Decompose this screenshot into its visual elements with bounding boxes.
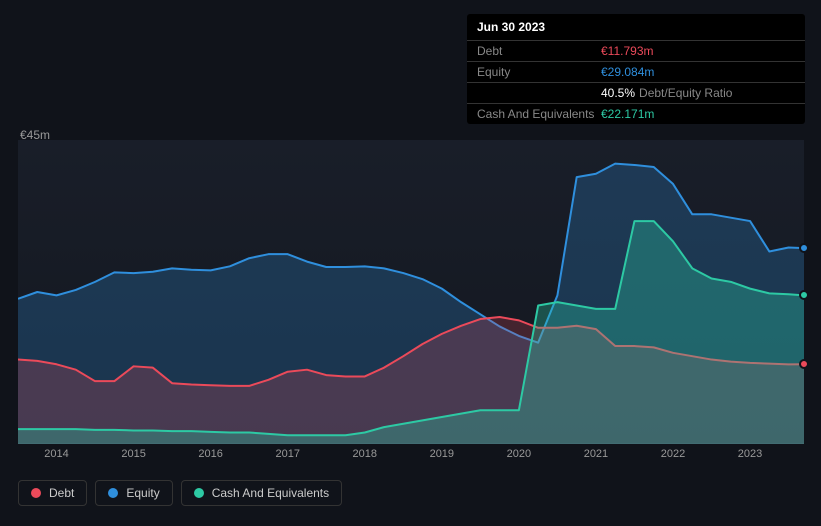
legend-label: Debt (49, 486, 74, 500)
tooltip-row-label: Cash And Equivalents (477, 107, 601, 121)
x-axis-tick: 2015 (121, 448, 145, 460)
x-axis-tick: 2022 (661, 448, 685, 460)
series-endpoint-dot (799, 359, 809, 369)
legend-label: Equity (126, 486, 159, 500)
chart-svg (18, 140, 804, 444)
tooltip-row: 40.5% Debt/Equity Ratio (467, 83, 805, 104)
tooltip-row: Debt€11.793m (467, 41, 805, 62)
tooltip-row-label: Debt (477, 44, 601, 58)
tooltip-row-value: €29.084m (601, 65, 654, 79)
x-axis-tick: 2018 (353, 448, 377, 460)
chart-plot-area[interactable] (18, 140, 804, 444)
x-axis: 2014 2015 2016 2017 2018 2019 2020 2021 2022 2023 (18, 448, 804, 464)
series-endpoint-dot (799, 290, 809, 300)
legend-label: Cash And Equivalents (212, 486, 329, 500)
legend-item[interactable]: Cash And Equivalents (181, 480, 342, 506)
tooltip-row: Equity€29.084m (467, 62, 805, 83)
series-endpoint-dot (799, 243, 809, 253)
tooltip-row: Cash And Equivalents€22.171m (467, 104, 805, 124)
tooltip-row-value: €11.793m (601, 44, 653, 58)
x-axis-tick: 2020 (507, 448, 531, 460)
x-axis-tick: 2014 (44, 448, 68, 460)
x-axis-tick: 2019 (430, 448, 454, 460)
legend-dot-icon (108, 488, 118, 498)
x-axis-tick: 2017 (275, 448, 299, 460)
tooltip-row-value: €22.171m (601, 107, 654, 121)
x-axis-tick: 2021 (584, 448, 608, 460)
tooltip-row-value: 40.5% (601, 86, 635, 100)
legend-dot-icon (194, 488, 204, 498)
tooltip-row-label: Equity (477, 65, 601, 79)
tooltip-date: Jun 30 2023 (467, 14, 805, 41)
x-axis-tick: 2023 (738, 448, 762, 460)
x-axis-tick: 2016 (198, 448, 222, 460)
legend-item[interactable]: Debt (18, 480, 87, 506)
chart-tooltip: Jun 30 2023 Debt€11.793mEquity€29.084m40… (467, 14, 805, 124)
legend-item[interactable]: Equity (95, 480, 172, 506)
legend-dot-icon (31, 488, 41, 498)
chart-legend: Debt Equity Cash And Equivalents (18, 480, 342, 506)
tooltip-row-suffix: Debt/Equity Ratio (639, 86, 732, 100)
tooltip-row-label (477, 86, 601, 100)
